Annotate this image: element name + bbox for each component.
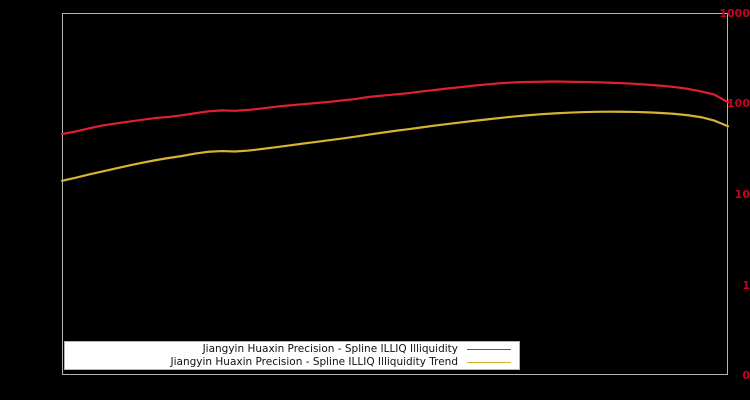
legend-entry-illiquidity-trend: Jiangyin Huaxin Precision - Spline ILLIQ… xyxy=(65,356,519,369)
y-axis-tick-100: 100 xyxy=(727,97,750,110)
legend-label-illiquidity-trend: Jiangyin Huaxin Precision - Spline ILLIQ… xyxy=(170,355,459,368)
legend-swatch-illiquidity-trend xyxy=(467,361,511,363)
plot-area xyxy=(62,13,728,375)
y-axis-tick-10: 10 xyxy=(734,188,750,201)
legend-entry-illiquidity: Jiangyin Huaxin Precision - Spline ILLIQ… xyxy=(65,343,519,356)
y-axis-tick-1000: 1000 xyxy=(719,7,750,20)
y-axis-tick-0: 0 xyxy=(742,369,750,382)
y-axis-tick-1: 1 xyxy=(742,279,750,292)
legend-swatch-illiquidity xyxy=(467,348,511,350)
legend-label-illiquidity: Jiangyin Huaxin Precision - Spline ILLIQ… xyxy=(202,342,458,355)
chart-legend: Jiangyin Huaxin Precision - Spline ILLIQ… xyxy=(64,341,520,370)
